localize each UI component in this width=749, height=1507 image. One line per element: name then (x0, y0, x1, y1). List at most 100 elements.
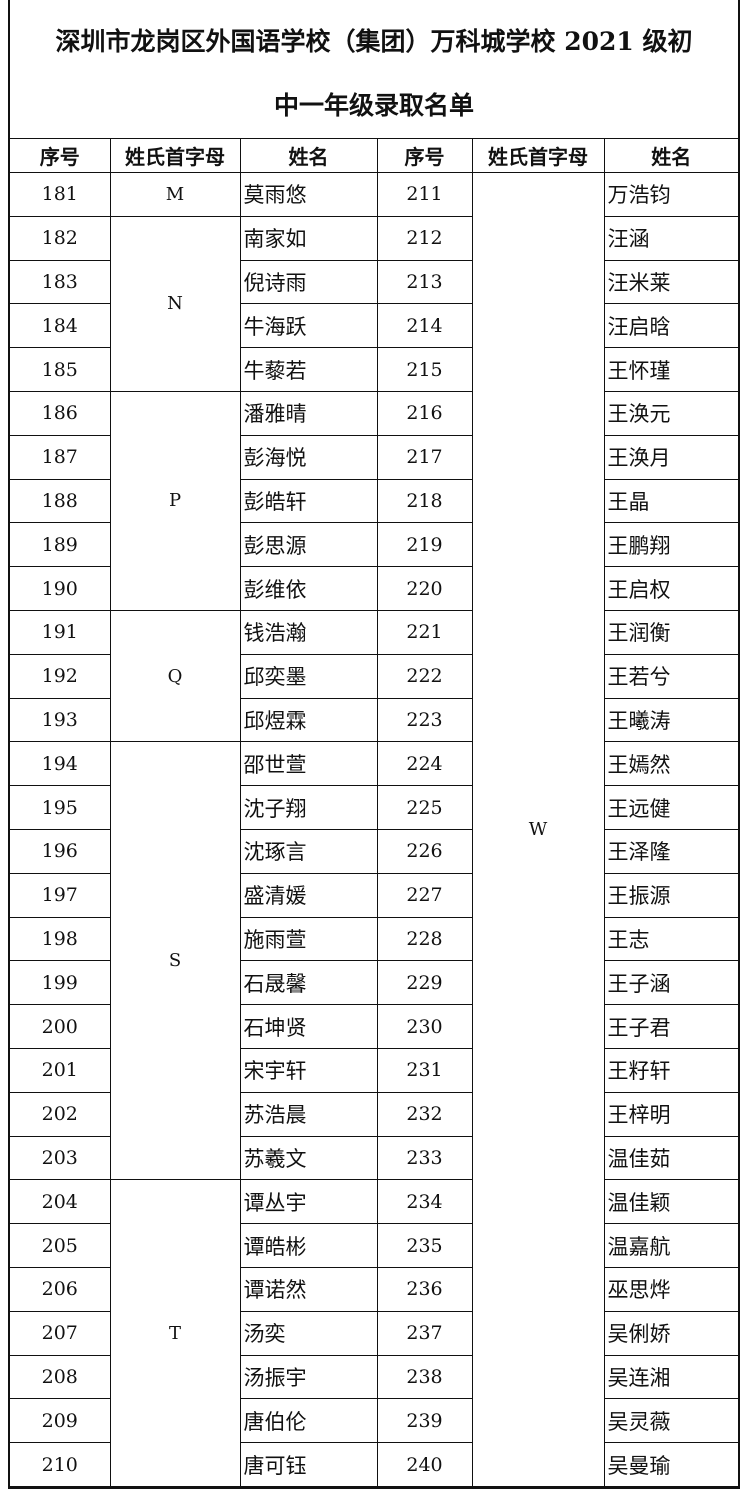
student-number: 238 (376, 1354, 473, 1400)
student-name: 南家如 (239, 215, 378, 261)
student-number: 202 (10, 1091, 111, 1137)
student-number: 203 (10, 1135, 111, 1181)
student-name: 王涣元 (603, 390, 738, 436)
surname-initial: S (109, 741, 241, 1181)
student-name: 王晶 (603, 478, 738, 524)
student-number: 222 (376, 653, 473, 699)
student-number: 225 (376, 785, 473, 830)
student-name: 潘雅晴 (239, 390, 378, 436)
table-row: 194 S 邵世萱 224 王嫣然 (10, 741, 738, 1181)
student-name: 盛清媛 (239, 872, 378, 918)
student-name: 唐可钰 (239, 1442, 378, 1487)
student-number: 207 (10, 1310, 111, 1356)
student-number: 213 (376, 259, 473, 305)
table-row: 207 汤奕 237 吴俐娇 (10, 1310, 738, 1356)
student-name: 彭皓轩 (239, 478, 378, 524)
student-name: 王若兮 (603, 653, 738, 699)
surname-initial: M (109, 172, 241, 217)
student-number: 212 (376, 215, 473, 261)
student-name: 万浩钧 (603, 172, 738, 217)
admission-list-document: 深圳市龙岗区外国语学校（集团）万科城学校 2021 级初 中一年级录取名单 序号… (8, 0, 740, 1489)
table-row: 189 彭思源 219 王鹏翔 (10, 522, 738, 568)
student-name: 巫思烨 (603, 1266, 738, 1312)
table-row: 186 P 潘雅晴 216 王涣元 (10, 390, 738, 611)
student-name: 宋宇轩 (239, 1047, 378, 1093)
student-name: 王子涵 (603, 960, 738, 1006)
surname-initial: N (109, 215, 241, 392)
student-name: 彭思源 (239, 522, 378, 568)
student-number: 191 (10, 609, 111, 655)
student-name: 吴连湘 (603, 1354, 738, 1400)
student-name: 王远健 (603, 785, 738, 830)
student-name: 唐伯伦 (239, 1398, 378, 1444)
table-row: 184 牛海跃 214 汪启晗 (10, 303, 738, 349)
student-number: 235 (376, 1223, 473, 1268)
student-number: 237 (376, 1310, 473, 1356)
header-number: 序号 (10, 138, 111, 173)
student-name: 吴曼瑜 (603, 1442, 738, 1487)
table-row: 201 宋宇轩 231 王籽轩 (10, 1047, 738, 1093)
student-number: 196 (10, 828, 111, 874)
student-number: 195 (10, 785, 111, 830)
student-name: 苏浩晨 (239, 1091, 378, 1137)
student-name: 莫雨悠 (239, 172, 378, 217)
student-number: 190 (10, 566, 111, 611)
student-number: 189 (10, 522, 111, 568)
student-name: 邵世萱 (239, 741, 378, 787)
table-row: 208 汤振宇 238 吴连湘 (10, 1354, 738, 1400)
table-row: 210 唐可钰 240 吴曼瑜 (10, 1442, 738, 1487)
header-name: 姓名 (603, 138, 738, 173)
header-initial: 姓氏首字母 (471, 138, 605, 173)
header-name: 姓名 (239, 138, 378, 173)
student-name: 钱浩瀚 (239, 609, 378, 655)
student-name: 谭诺然 (239, 1266, 378, 1312)
student-name: 王嫣然 (603, 741, 738, 787)
student-name: 汤奕 (239, 1310, 378, 1356)
student-number: 229 (376, 960, 473, 1006)
student-number: 187 (10, 434, 111, 480)
student-number: 223 (376, 697, 473, 743)
student-number: 206 (10, 1266, 111, 1312)
table-row: 206 谭诺然 236 巫思烨 (10, 1266, 738, 1312)
table-row: 181 M 莫雨悠 211 W 万浩钧 (10, 172, 738, 1487)
student-number: 209 (10, 1398, 111, 1444)
table-row: 192 邱奕墨 222 王若兮 (10, 653, 738, 699)
student-number: 240 (376, 1442, 473, 1487)
student-name: 汤振宇 (239, 1354, 378, 1400)
surname-initial: P (109, 390, 241, 611)
student-name: 施雨萱 (239, 916, 378, 962)
student-name: 王曦涛 (603, 697, 738, 743)
student-name: 谭皓彬 (239, 1223, 378, 1268)
student-name: 邱煜霖 (239, 697, 378, 743)
student-name: 温佳颖 (603, 1179, 738, 1225)
surname-initial: T (109, 1179, 241, 1487)
student-name: 邱奕墨 (239, 653, 378, 699)
table-row: 193 邱煜霖 223 王曦涛 (10, 697, 738, 743)
student-number: 208 (10, 1354, 111, 1400)
student-number: 194 (10, 741, 111, 787)
table-row: 182 N 南家如 212 汪涵 (10, 215, 738, 392)
student-number: 204 (10, 1179, 111, 1225)
student-number: 205 (10, 1223, 111, 1268)
table-row: 205 谭皓彬 235 温嘉航 (10, 1223, 738, 1268)
student-number: 234 (376, 1179, 473, 1225)
student-name: 倪诗雨 (239, 259, 378, 305)
student-number: 220 (376, 566, 473, 611)
student-name: 沈琢言 (239, 828, 378, 874)
student-number: 216 (376, 390, 473, 436)
student-name: 王梓明 (603, 1091, 738, 1137)
student-number: 193 (10, 697, 111, 743)
student-number: 188 (10, 478, 111, 524)
header-number: 序号 (376, 138, 473, 173)
table-row: 199 石晟馨 229 王子涵 (10, 960, 738, 1006)
student-name: 王启权 (603, 566, 738, 611)
student-name: 王润衡 (603, 609, 738, 655)
table-row: 198 施雨萱 228 王志 (10, 916, 738, 962)
table-row: 185 牛藜若 215 王怀瑾 (10, 347, 738, 392)
student-name: 温佳茹 (603, 1135, 738, 1181)
table-row: 187 彭海悦 217 王涣月 (10, 434, 738, 480)
surname-initial: W (471, 172, 605, 1487)
student-name: 彭海悦 (239, 434, 378, 480)
table-body: 181 M 莫雨悠 211 W 万浩钧 182 N 南家如 212 汪涵 183 倪诗雨 213 汪米莱 18… (10, 172, 738, 1487)
student-number: 192 (10, 653, 111, 699)
